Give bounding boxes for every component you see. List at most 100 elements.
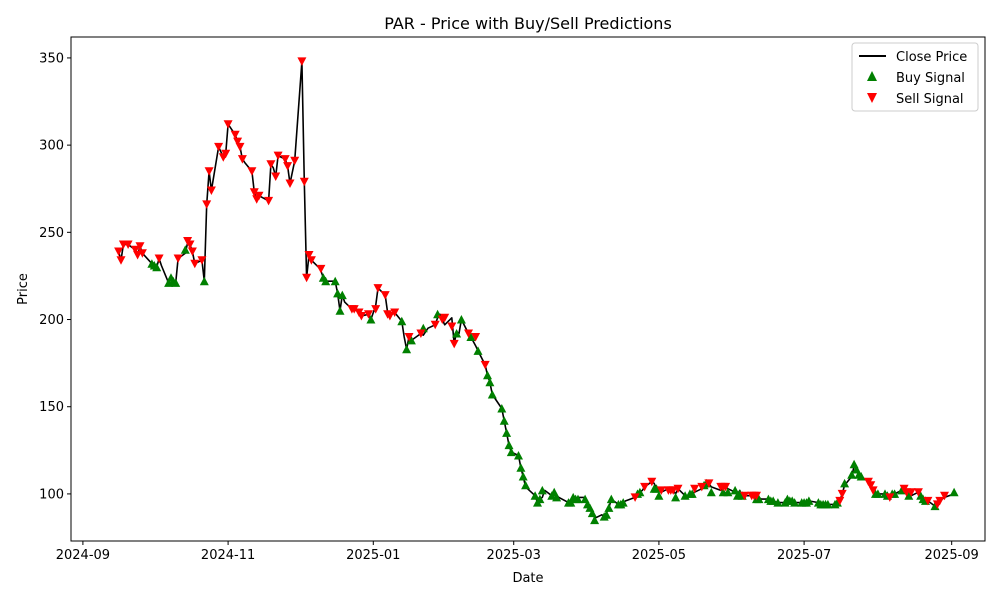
buy-signal-marker: [497, 404, 507, 413]
sell-signal-marker: [237, 155, 247, 164]
sell-signal-marker: [137, 249, 147, 258]
sell-signal-marker: [471, 333, 481, 342]
buy-signal-marker: [840, 478, 850, 488]
sell-signal-marker: [349, 305, 359, 314]
sell-signal-marker: [316, 264, 326, 274]
x-tick-label: 2025-09: [925, 548, 979, 563]
sell-signal-marker: [123, 240, 133, 249]
plot-layer: [114, 57, 959, 525]
sell-signal-marker: [190, 259, 200, 269]
sell-signal-marker: [385, 312, 395, 321]
buy-signal-marker: [687, 489, 697, 498]
sell-signal-marker: [449, 339, 459, 349]
sell-signal-marker: [230, 130, 240, 140]
buy-signal-marker: [949, 487, 959, 497]
sell-signal-marker: [935, 496, 945, 506]
buy-signal-marker: [199, 276, 209, 286]
sell-signal-marker: [221, 149, 231, 159]
sell-signal-marker: [297, 57, 307, 66]
sell-signal-marker: [356, 312, 366, 321]
sell-signal-marker: [752, 491, 761, 501]
buy-signal-marker: [804, 496, 814, 505]
buy-signal-marker: [366, 315, 376, 324]
buy-signal-marker: [573, 494, 583, 504]
y-axis-label: Price: [16, 273, 31, 305]
sell-signal-marker: [885, 493, 895, 502]
sell-signal-marker: [656, 486, 666, 495]
sell-signal-marker: [271, 172, 281, 181]
sell-signal-marker: [187, 247, 197, 256]
sell-signal-marker: [364, 310, 373, 319]
x-tick-label: 2025-05: [632, 548, 686, 563]
sell-signal-marker: [130, 245, 140, 255]
buy-signal-marker: [171, 278, 181, 287]
x-tick-label: 2024-11: [201, 548, 255, 563]
sell-signal-marker: [647, 477, 657, 487]
sell-signal-marker: [640, 482, 650, 492]
buy-signal-marker: [530, 491, 540, 500]
sell-signal-marker: [630, 493, 640, 502]
buy-signal-marker: [604, 503, 614, 512]
sell-signal-marker: [380, 291, 390, 300]
buy-signal-marker: [483, 370, 492, 380]
sell-signal-marker: [264, 196, 274, 206]
buy-signal-marker: [337, 290, 347, 300]
buy-signal-marker: [773, 498, 783, 507]
buy-signal-marker: [485, 377, 495, 387]
sell-signal-marker: [440, 313, 450, 323]
sell-signal-marker: [135, 242, 145, 251]
buy-signal-marker: [537, 485, 547, 495]
buy-signal-marker: [654, 491, 664, 500]
sell-signal-marker: [299, 177, 309, 187]
sell-signal-marker: [906, 488, 916, 497]
sell-signal-marker: [740, 491, 750, 501]
x-tick-label: 2024-09: [56, 548, 110, 563]
sell-signal-marker: [690, 484, 700, 494]
buy-signal-marker: [518, 472, 528, 481]
x-axis-label: Date: [512, 571, 543, 586]
buy-signal-marker: [335, 306, 345, 315]
buy-signal-marker: [180, 245, 190, 254]
sell-signal-marker: [290, 156, 300, 166]
buy-signal-marker: [535, 494, 545, 504]
y-tick-label: 200: [39, 313, 64, 328]
buy-signal-marker: [552, 492, 562, 502]
buy-signal-marker: [847, 470, 857, 479]
chart-title: PAR - Price with Buy/Sell Predictions: [384, 14, 672, 33]
sell-signal-marker: [302, 273, 312, 283]
sell-signal-marker: [273, 151, 283, 161]
sell-signal-marker: [866, 481, 876, 490]
sell-signal-marker: [114, 247, 124, 256]
sell-signal-marker: [133, 251, 143, 260]
sell-signal-marker: [197, 256, 207, 265]
buy-signal-marker: [502, 428, 512, 437]
sell-signal-marker: [254, 191, 264, 201]
buy-signal-marker: [499, 416, 509, 425]
buy-signal-marker: [823, 499, 833, 509]
sell-signal-marker: [306, 256, 316, 265]
buy-signal-marker: [566, 498, 576, 507]
buy-signal-marker: [402, 344, 412, 354]
buy-signal-marker: [487, 390, 497, 399]
sell-signal-marker: [233, 137, 243, 147]
x-axis: 2024-09 2024-11 2025-01 2025-03 2025-05 2025-…: [56, 541, 979, 563]
sell-signal-marker: [868, 486, 878, 495]
y-axis: 100 150 200 250 300 350: [39, 51, 71, 502]
sell-signal-marker: [697, 482, 707, 492]
sell-signal-marker: [204, 167, 214, 176]
buy-signal-marker: [514, 451, 523, 460]
sell-signal-marker: [940, 491, 949, 501]
x-tick-label: 2025-03: [487, 548, 541, 563]
sell-signal-marker: [285, 179, 295, 188]
legend: Close Price Buy Signal Sell Signal: [851, 42, 979, 112]
sell-signal-marker: [247, 167, 257, 176]
buy-signal-marker: [652, 484, 661, 493]
sell-signal-marker: [416, 329, 426, 338]
buy-signal-marker: [790, 498, 800, 507]
buy-signal-marker: [406, 335, 416, 345]
sell-signal-marker: [430, 320, 440, 330]
sell-signal-marker: [304, 251, 314, 260]
plot-area: [70, 36, 986, 542]
sell-signal-marker: [173, 254, 183, 263]
